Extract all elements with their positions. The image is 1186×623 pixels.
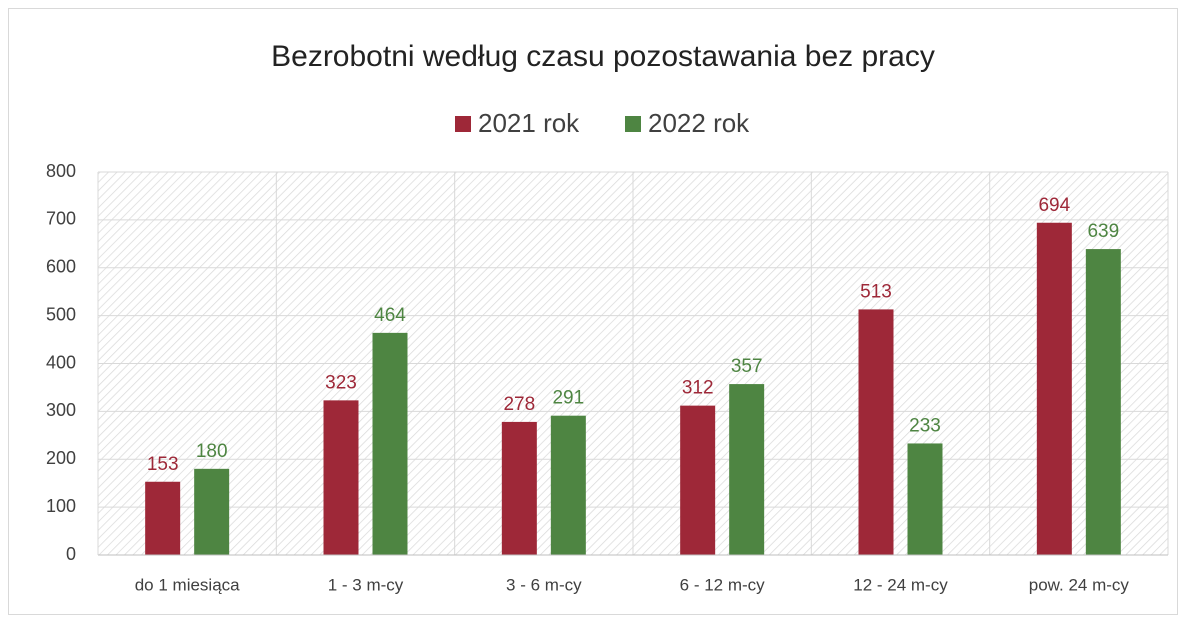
x-tick-label: 12 - 24 m-cy bbox=[853, 575, 948, 594]
bar bbox=[1036, 222, 1072, 555]
bar bbox=[550, 415, 586, 555]
y-tick-label: 100 bbox=[46, 496, 76, 516]
data-label: 278 bbox=[503, 394, 535, 415]
bar bbox=[907, 443, 943, 555]
bar bbox=[680, 405, 716, 555]
data-label: 639 bbox=[1087, 221, 1119, 242]
y-tick-label: 500 bbox=[46, 304, 76, 324]
data-label: 357 bbox=[731, 356, 763, 377]
x-tick-label: 6 - 12 m-cy bbox=[680, 575, 766, 594]
bar bbox=[194, 468, 230, 555]
bar bbox=[323, 400, 359, 555]
x-tick-label: do 1 miesiąca bbox=[135, 575, 240, 594]
y-tick-label: 300 bbox=[46, 400, 76, 420]
data-label: 312 bbox=[682, 378, 714, 399]
y-tick-label: 800 bbox=[46, 161, 76, 181]
data-label: 513 bbox=[860, 281, 892, 302]
y-tick-label: 400 bbox=[46, 352, 76, 372]
y-tick-label: 200 bbox=[46, 448, 76, 468]
chart-title: Bezrobotni według czasu pozostawania bez… bbox=[271, 40, 935, 73]
y-tick-label: 600 bbox=[46, 257, 76, 277]
bar bbox=[145, 481, 181, 555]
bar bbox=[1085, 249, 1121, 556]
bar bbox=[501, 421, 537, 555]
legend-label: 2021 rok bbox=[478, 108, 580, 138]
data-label: 180 bbox=[196, 441, 228, 462]
data-label: 291 bbox=[552, 388, 584, 409]
x-tick-label: pow. 24 m-cy bbox=[1029, 575, 1130, 594]
x-tick-label: 3 - 6 m-cy bbox=[506, 575, 582, 594]
data-label: 694 bbox=[1038, 195, 1070, 216]
data-label: 464 bbox=[374, 305, 406, 326]
x-tick-label: 1 - 3 m-cy bbox=[328, 575, 404, 594]
data-label: 323 bbox=[325, 372, 357, 393]
legend-label: 2022 rok bbox=[648, 108, 750, 138]
y-tick-label: 700 bbox=[46, 209, 76, 229]
legend-swatch bbox=[625, 116, 641, 132]
bar bbox=[729, 384, 765, 555]
bar bbox=[372, 332, 408, 555]
data-label: 233 bbox=[909, 415, 941, 436]
bar bbox=[858, 309, 894, 555]
legend-swatch bbox=[455, 116, 471, 132]
y-tick-label: 0 bbox=[66, 544, 76, 564]
data-label: 153 bbox=[147, 454, 179, 475]
